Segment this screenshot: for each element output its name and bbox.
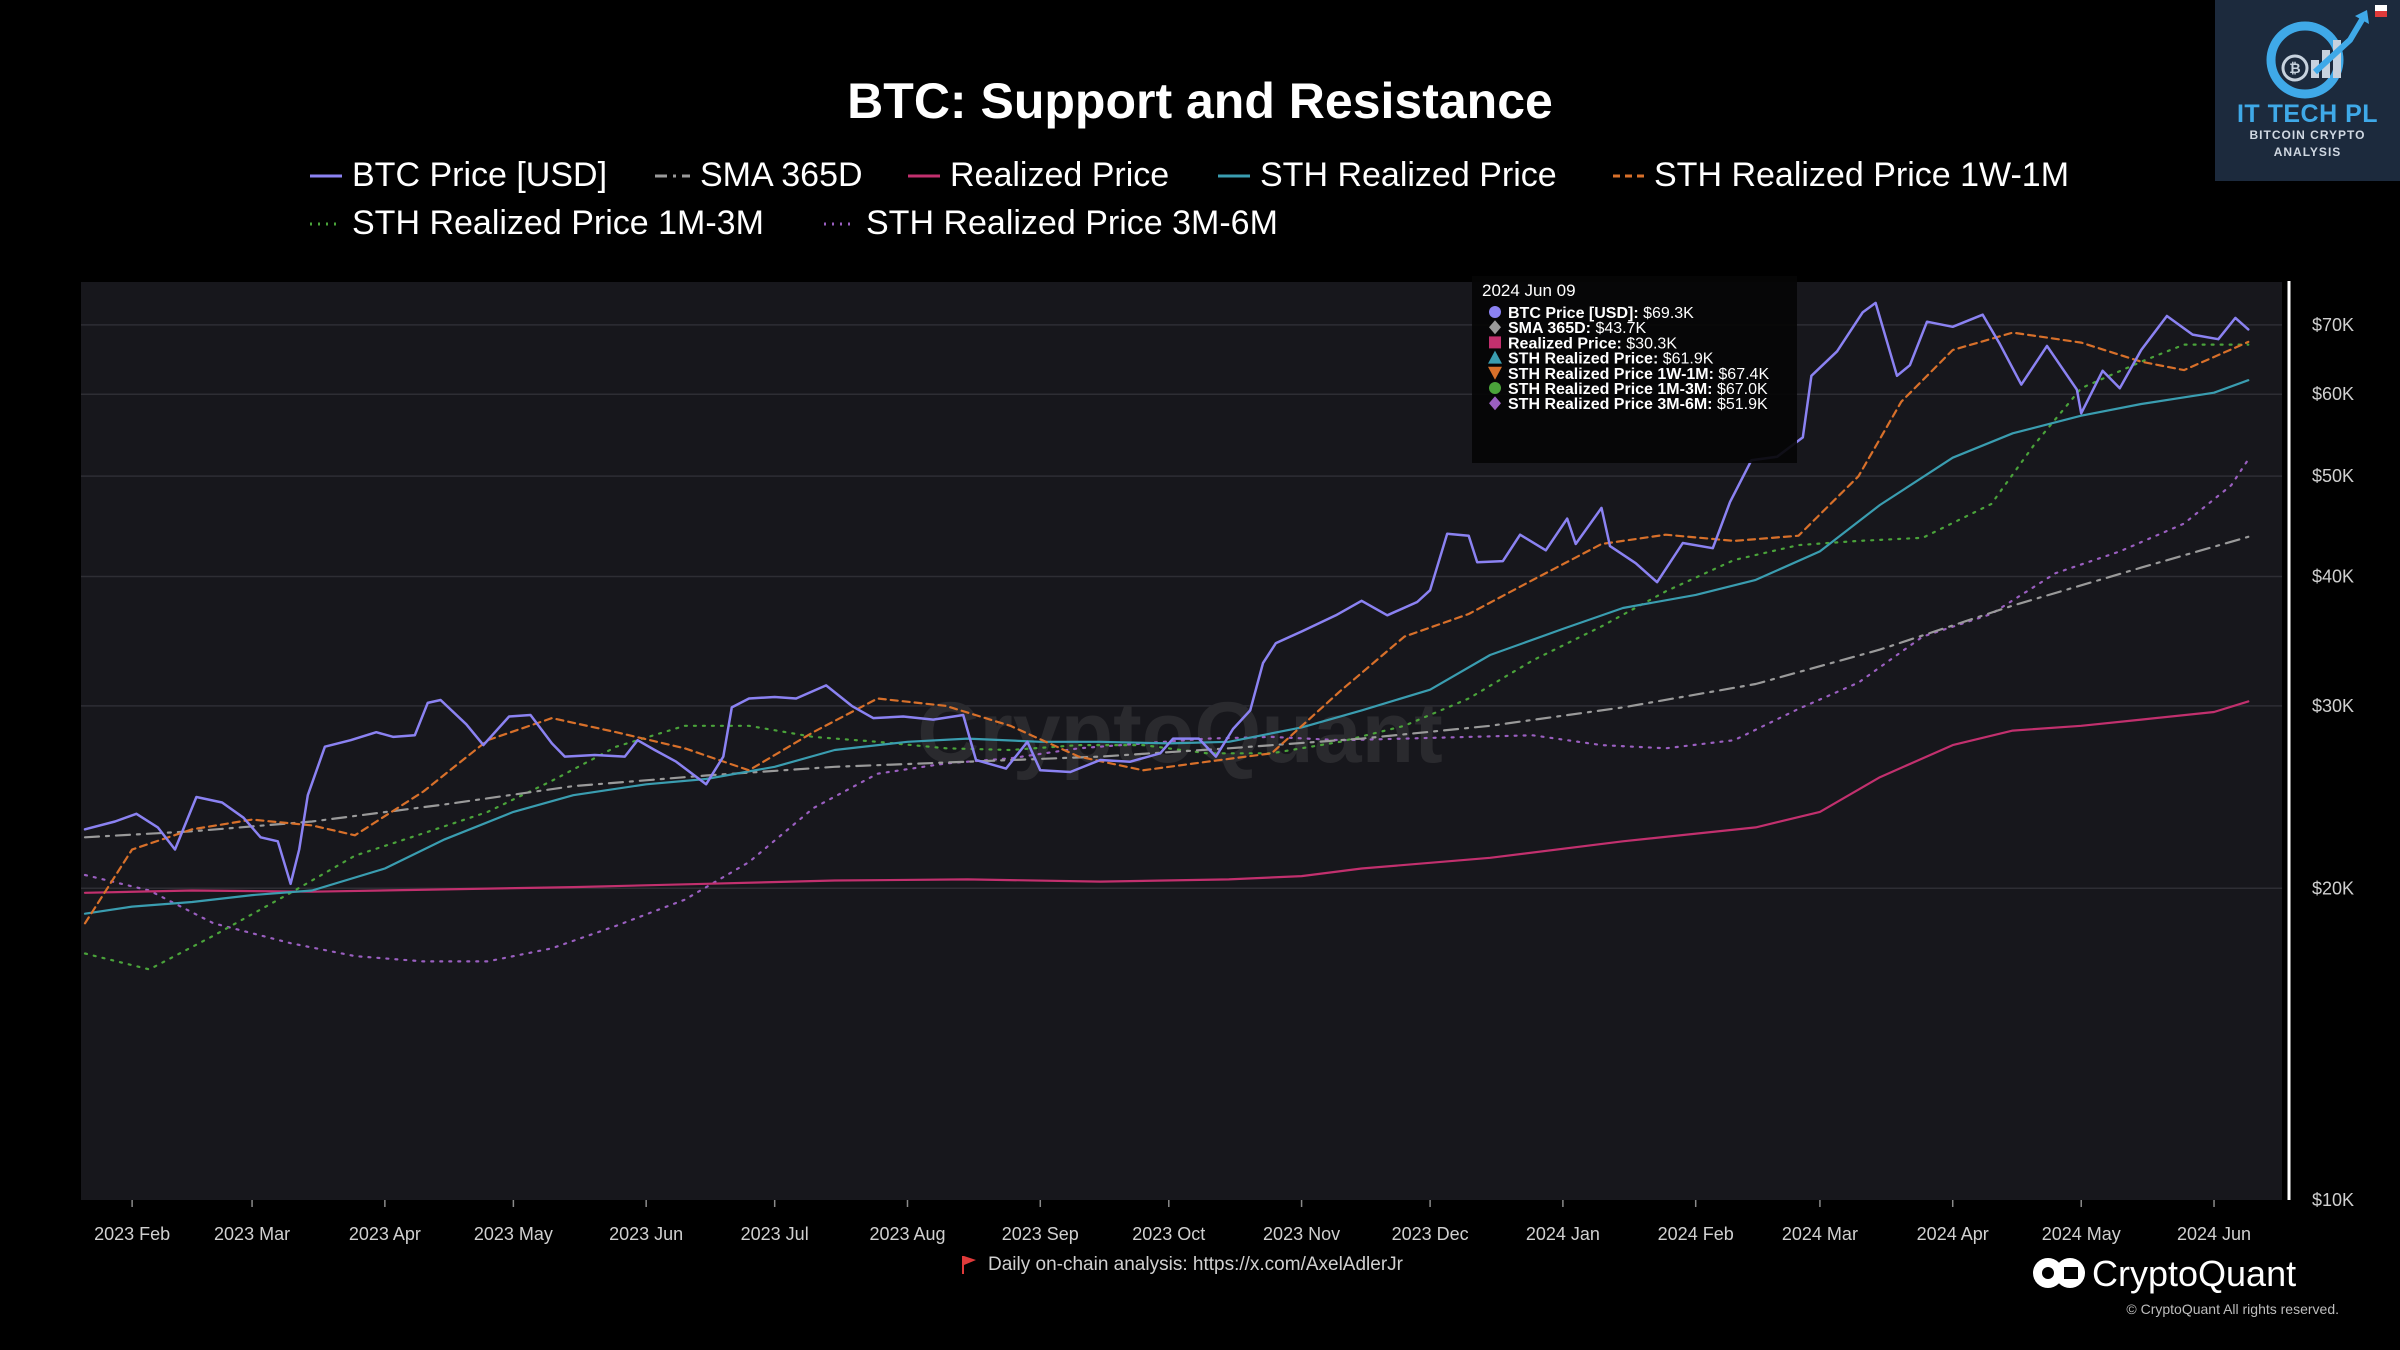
y-tick-label: $30K [2312, 696, 2354, 716]
x-tick-label: 2023 Jul [741, 1224, 809, 1244]
tooltip-row-label: STH Realized Price: [1508, 351, 1663, 368]
series-line-sth-realized-price-1w-1m [83, 331, 2250, 925]
tooltip-marker [1488, 350, 1502, 364]
legend-label: STH Realized Price 1M-3M [352, 204, 764, 242]
cryptoquant-logo-icon [2033, 1258, 2085, 1288]
tooltip-row: Realized Price: $30.3K [1508, 335, 1677, 352]
tooltip-row-value: $67.0K [1717, 381, 1768, 398]
series-line-btc-price-usd [83, 301, 2250, 886]
tooltip-row-label: SMA 365D: [1508, 320, 1595, 337]
copyright: © CryptoQuant All rights reserved. [2126, 1301, 2339, 1317]
logo-subtitle-1: BITCOIN CRYPTO [2249, 128, 2366, 142]
tooltip-marker [1489, 396, 1501, 411]
legend-item-sth-3m-6m[interactable]: STH Realized Price 3M-6M [824, 204, 1278, 242]
x-tick-label: 2023 Feb [94, 1224, 170, 1244]
tooltip-marker [1488, 366, 1502, 380]
legend-label: STH Realized Price [1260, 156, 1557, 194]
tooltip-row-value: $67.4K [1718, 366, 1769, 383]
x-tick-label: 2023 Nov [1263, 1224, 1340, 1244]
tooltip-row-value: $61.9K [1663, 351, 1714, 368]
tooltip-row-label: STH Realized Price 1W-1M: [1508, 366, 1718, 383]
series-line-sth-realized-price-3m-6m [83, 458, 2250, 963]
tooltip-row: STH Realized Price 1M-3M: $67.0K [1508, 381, 1768, 398]
x-tick-label: 2023 Aug [869, 1224, 945, 1244]
x-tick-label: 2023 May [474, 1224, 553, 1244]
x-axis-ticks: 2023 Feb 2023 Mar 2023 Apr 2023 May 2023 Jun… [94, 1200, 2251, 1244]
logo-subtitle-2: ANALYSIS [2273, 145, 2342, 159]
y-tick-label: $10K [2312, 1190, 2354, 1210]
x-tick-label: 2023 Apr [349, 1224, 421, 1244]
legend-item-realized-price[interactable]: Realized Price [908, 156, 1169, 194]
legend-item-sth-1m-3m[interactable]: STH Realized Price 1M-3M [310, 204, 764, 242]
chart-title: BTC: Support and Resistance [847, 73, 1553, 129]
footer-link[interactable]: Daily on-chain analysis: https://x.com/A… [988, 1254, 1404, 1275]
it-tech-logo: ₿ IT TECH PL BITCOIN CRYPTO ANALYSIS [2215, 0, 2400, 181]
x-tick-label: 2023 Mar [214, 1224, 290, 1244]
svg-text:₿: ₿ [2289, 61, 2300, 77]
series-group [83, 301, 2250, 971]
tooltip-row-value: $51.9K [1717, 396, 1768, 413]
footer-flag-icon [962, 1256, 976, 1274]
x-tick-label: 2023 Jun [609, 1224, 683, 1244]
series-line-sma-365d [83, 535, 2250, 839]
legend-label: STH Realized Price 1W-1M [1654, 156, 2069, 194]
x-tick-label: 2023 Dec [1392, 1224, 1469, 1244]
x-tick-label: 2024 May [2042, 1224, 2121, 1244]
tooltip-row-label: BTC Price [USD]: [1508, 305, 1643, 322]
legend-item-sma-365d[interactable]: SMA 365D [655, 156, 863, 194]
tooltip-row-label: Realized Price: [1508, 335, 1626, 352]
tooltip-row-value: $30.3K [1626, 335, 1677, 352]
x-tick-label: 2024 Jun [2177, 1224, 2251, 1244]
y-axis-ticks: $70K $60K $50K $40K $30K $20K $10K [2312, 315, 2354, 1210]
x-tick-label: 2023 Sep [1002, 1224, 1079, 1244]
legend-label: STH Realized Price 3M-6M [866, 204, 1278, 242]
series-line-realized-price [83, 700, 2250, 894]
y-tick-label: $20K [2312, 878, 2354, 898]
tooltip-marker [1489, 336, 1501, 349]
x-tick-label: 2024 Jan [1526, 1224, 1600, 1244]
x-tick-label: 2023 Oct [1132, 1224, 1205, 1244]
legend-label: Realized Price [950, 156, 1169, 194]
tooltip-marker [1489, 320, 1501, 335]
bitcoin-chart-arrow-logo-icon: ₿ [2266, 5, 2387, 99]
legend-label: SMA 365D [700, 156, 863, 194]
legend-item-sth-1w-1m[interactable]: STH Realized Price 1W-1M [1613, 156, 2069, 194]
y-tick-label: $50K [2312, 466, 2354, 486]
logo-title: IT TECH PL [2236, 100, 2379, 128]
series-line-sth-realized-price-1m-3m [83, 343, 2250, 971]
x-tick-label: 2024 Feb [1658, 1224, 1734, 1244]
y-tick-label: $60K [2312, 384, 2354, 404]
y-tick-label: $40K [2312, 567, 2354, 587]
tooltip-row: STH Realized Price 3M-6M: $51.9K [1508, 396, 1768, 413]
y-tick-label: $70K [2312, 315, 2354, 335]
tooltip-box [1472, 276, 1797, 463]
brand-name: CryptoQuant [2092, 1253, 2296, 1294]
legend: BTC Price [USD] SMA 365D Realized Price … [310, 156, 2069, 242]
tooltip-row-label: STH Realized Price 3M-6M: [1508, 396, 1717, 413]
tooltip-row-value: $69.3K [1643, 305, 1694, 322]
tooltip-date: 2024 Jun 09 [1482, 281, 1576, 300]
x-tick-label: 2024 Mar [1782, 1224, 1858, 1244]
tooltip-marker [1489, 306, 1501, 318]
legend-item-btc-price[interactable]: BTC Price [USD] [310, 156, 607, 194]
tooltip-row-label: STH Realized Price 1M-3M: [1508, 381, 1717, 398]
legend-label: BTC Price [USD] [352, 156, 607, 194]
tooltip-row: SMA 365D: $43.7K [1508, 320, 1646, 337]
tooltip-row-value: $43.7K [1595, 320, 1646, 337]
x-tick-label: 2024 Apr [1917, 1224, 1989, 1244]
tooltip-row: STH Realized Price 1W-1M: $67.4K [1508, 366, 1769, 383]
tooltip-marker [1489, 382, 1501, 394]
legend-item-sth-realized-price[interactable]: STH Realized Price [1218, 156, 1557, 194]
tooltip-row: BTC Price [USD]: $69.3K [1508, 305, 1694, 322]
tooltip-row: STH Realized Price: $61.9K [1508, 351, 1714, 368]
